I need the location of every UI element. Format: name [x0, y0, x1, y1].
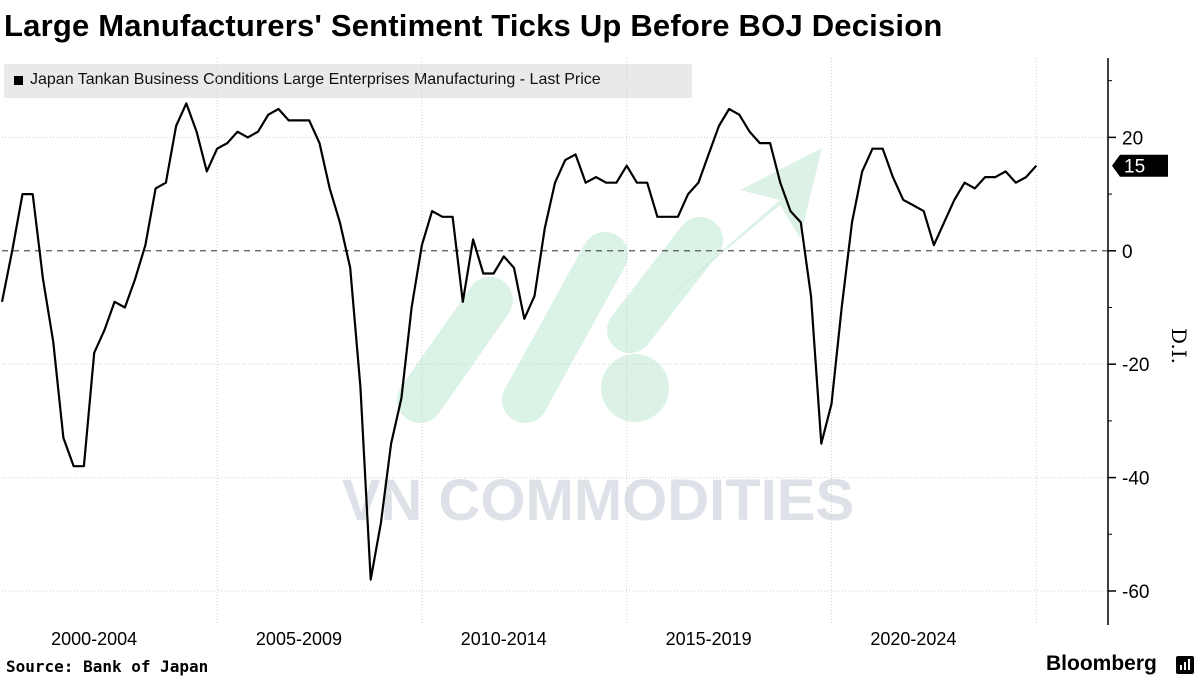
x-tick-label: 2005-2009	[256, 629, 342, 649]
chart-title: Large Manufacturers' Sentiment Ticks Up …	[4, 8, 943, 43]
x-tick-label: 2020-2024	[870, 629, 956, 649]
y-tick-label: -20	[1122, 355, 1149, 376]
bloomberg-chart-icon	[1176, 656, 1194, 674]
y-tick-label: 20	[1122, 128, 1143, 149]
watermark-stroke-0	[397, 277, 513, 423]
source-note: Source: Bank of Japan	[6, 657, 209, 676]
x-tick-label: 2010-2014	[461, 629, 547, 649]
y-tick-label: 0	[1122, 242, 1133, 263]
brand-logo-text: Bloomberg	[1046, 652, 1157, 675]
watermark-dot	[601, 354, 669, 422]
last-value-label: 15	[1124, 157, 1145, 178]
y-axis-label: D.I.	[1167, 328, 1191, 364]
y-tick-label: -40	[1122, 469, 1149, 490]
y-tick-label: -60	[1122, 582, 1149, 603]
x-tick-label: 2000-2004	[51, 629, 137, 649]
legend: Japan Tankan Business Conditions Large E…	[4, 64, 692, 98]
watermark-text: VN COMMODITIES	[342, 468, 854, 533]
watermark-stroke-2	[607, 217, 723, 353]
watermark-stroke-1	[502, 232, 628, 423]
last-value-tag	[1112, 154, 1168, 177]
legend-label: Japan Tankan Business Conditions Large E…	[30, 71, 601, 88]
legend-swatch	[14, 76, 23, 85]
x-tick-label: 2015-2019	[666, 629, 752, 649]
series-line	[0, 102, 1038, 581]
